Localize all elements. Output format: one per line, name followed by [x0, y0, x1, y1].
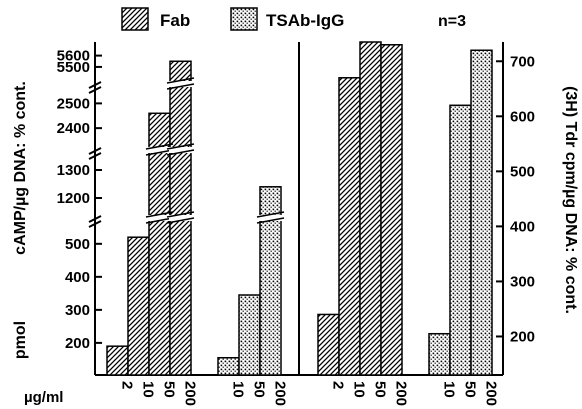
bar-break-gap: [148, 147, 171, 153]
x-unit-label: µg/ml: [24, 389, 63, 406]
right-ytick-label: 200: [510, 328, 535, 345]
right-ytick-label: 400: [510, 218, 535, 235]
right-fab-bar: [359, 41, 382, 376]
left-ytick-label: 5500: [57, 59, 90, 76]
left-ytick-label: 2400: [57, 120, 90, 137]
left-ytick-label: 5600: [57, 48, 90, 65]
xtick-label: 50: [372, 381, 389, 398]
xtick-label: 10: [230, 381, 247, 398]
right-ylabel: (3H) Tdr cpm/µg DNA: % cont.: [562, 86, 579, 314]
legend-n-label: n=3: [438, 13, 466, 30]
bar-break-gap: [169, 147, 192, 153]
bar-break-gap: [148, 215, 171, 221]
left-tsab-bar: [217, 356, 240, 376]
xtick-label: 50: [251, 381, 268, 398]
left-ytick-label: 300: [65, 302, 90, 319]
bar-break-mark: [166, 77, 195, 90]
axis-break-mark: [88, 147, 102, 160]
left-ytick-label: 1200: [57, 190, 90, 207]
xtick-label: 10: [441, 381, 458, 398]
bar-break-mark: [145, 143, 174, 156]
xtick-label: 200: [483, 381, 500, 406]
bar-break-mark: [166, 143, 195, 156]
right-fab-bar: [317, 313, 340, 376]
left-ytick-label: 200: [65, 335, 90, 352]
xtick-label: 2: [330, 381, 347, 389]
right-tsab-bar: [449, 104, 472, 376]
bar-break-mark: [166, 211, 195, 224]
bar-break-mark: [145, 211, 174, 224]
legend-label-tsab: TSAb-IgG: [266, 11, 344, 30]
bar-break-gap: [259, 215, 282, 221]
legend-swatch-tsab: [230, 7, 258, 31]
right-tsab-bar: [470, 49, 493, 376]
left-ylabel-main: cAMP/µg DNA: % cont.: [12, 81, 29, 255]
left-ytick-label: 400: [65, 269, 90, 286]
right-fab-bar: [380, 44, 403, 376]
xtick-label: 2: [119, 381, 136, 389]
xtick-label: 200: [272, 381, 289, 406]
xtick-label: 10: [351, 381, 368, 398]
left-tsab-bar: [259, 186, 282, 376]
legend-label-fab: Fab: [160, 11, 190, 30]
axis-break-mark: [88, 215, 102, 228]
legend-swatch-fab: [121, 7, 149, 31]
xtick-label: 10: [140, 381, 157, 398]
bar-break-gap: [169, 215, 192, 221]
right-tsab-bar: [428, 332, 451, 376]
axis-break-mark: [88, 81, 102, 94]
left-ytick-label: 2500: [57, 95, 90, 112]
right-ytick-label: 700: [510, 53, 535, 70]
left-ylabel-unit: pmol: [12, 321, 29, 359]
xtick-label: 200: [182, 381, 199, 406]
left-ytick-label: 1300: [57, 162, 90, 179]
bar-break-gap: [169, 81, 192, 87]
right-ytick-label: 500: [510, 163, 535, 180]
xtick-label: 50: [462, 381, 479, 398]
right-ytick-label: 300: [510, 273, 535, 290]
xtick-label: 50: [161, 381, 178, 398]
right-fab-bar: [338, 77, 361, 376]
right-ytick-label: 600: [510, 108, 535, 125]
bar-break-mark: [256, 211, 285, 224]
left-fab-bar: [106, 345, 129, 376]
left-tsab-bar: [238, 294, 261, 376]
left-fab-bar: [127, 236, 150, 376]
xtick-label: 200: [393, 381, 410, 406]
left-ytick-label: 500: [65, 236, 90, 253]
